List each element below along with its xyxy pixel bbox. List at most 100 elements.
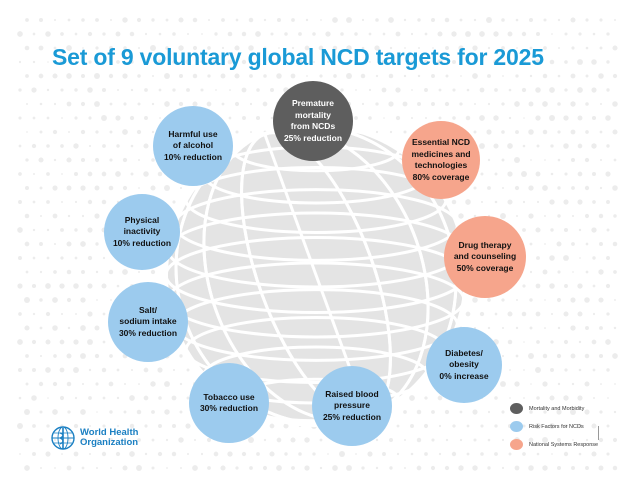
background-dot (437, 31, 443, 37)
background-dot (263, 46, 267, 50)
background-dot (130, 144, 134, 148)
background-dot (94, 353, 100, 359)
background-dot (507, 199, 513, 205)
background-dot (374, 45, 380, 51)
target-premature-mortality: Premature mortality from NCDs 25% reduction (273, 81, 353, 161)
background-dot (368, 116, 372, 120)
background-dot (410, 116, 414, 120)
background-dot (164, 185, 170, 191)
background-dot (18, 396, 22, 400)
background-dot (346, 17, 352, 23)
background-dot (612, 353, 618, 359)
background-dot (332, 465, 338, 471)
background-dot (578, 452, 582, 456)
background-dot (424, 396, 428, 400)
target-text-line: Drug therapy (458, 239, 512, 250)
background-dot (410, 60, 414, 64)
background-dot (66, 185, 72, 191)
background-dot (298, 452, 302, 456)
background-dot (263, 74, 267, 78)
background-dot (52, 129, 58, 135)
background-dot (81, 466, 85, 470)
background-dot (73, 143, 79, 149)
background-dot (269, 423, 275, 429)
divider (598, 426, 599, 440)
background-dot (151, 410, 155, 414)
background-dot (151, 466, 155, 470)
background-dot (508, 88, 512, 92)
background-dot (571, 242, 575, 246)
background-dot (95, 466, 99, 470)
background-dot (94, 101, 100, 107)
background-dot (82, 47, 84, 49)
background-dot (570, 353, 576, 359)
background-dot (52, 381, 58, 387)
background-dot (136, 409, 142, 415)
background-dot (207, 46, 211, 50)
background-dot (557, 74, 561, 78)
background-dot (87, 31, 93, 37)
background-dot (39, 298, 43, 302)
background-dot (53, 270, 57, 274)
background-dot (24, 409, 30, 415)
background-dot (123, 410, 127, 414)
background-dot (171, 395, 177, 401)
background-dot (509, 397, 511, 399)
background-dot (129, 115, 135, 121)
background-dot (59, 395, 65, 401)
background-dot (542, 101, 548, 107)
background-dot (445, 438, 449, 442)
background-dot (585, 102, 589, 106)
background-dot (52, 325, 58, 331)
background-dot (388, 73, 394, 79)
background-dot (94, 185, 100, 191)
background-dot (340, 60, 344, 64)
background-dot (460, 75, 462, 77)
background-dot (459, 102, 463, 106)
background-dot (256, 88, 260, 92)
background-dot (493, 59, 499, 65)
background-dot (32, 60, 36, 64)
background-dot (550, 228, 554, 232)
target-essential-ncd-medicines: Essential NCD medicines and technologies 80… (402, 121, 480, 199)
background-dot (445, 46, 449, 50)
background-dot (612, 129, 618, 135)
background-dot (346, 465, 352, 471)
background-dot (87, 227, 93, 233)
background-dot (563, 395, 569, 401)
target-harmful-alcohol: Harmful use of alcohol 10% reduction (153, 106, 233, 186)
background-dot (166, 467, 168, 469)
target-text-line: 10% reduction (112, 237, 172, 248)
background-dot (46, 256, 50, 260)
background-dot (45, 311, 51, 317)
background-dot (116, 60, 120, 64)
background-dot (249, 102, 253, 106)
background-dot (424, 452, 428, 456)
background-dot (472, 45, 478, 51)
target-text-line: 10% reduction (163, 151, 223, 162)
background-dot (501, 466, 505, 470)
background-dot (200, 88, 204, 92)
background-dot (157, 451, 163, 457)
background-dot (494, 424, 498, 428)
background-dot (73, 339, 79, 345)
background-dot (248, 45, 254, 51)
background-dot (382, 32, 386, 36)
background-dot (473, 130, 477, 134)
background-dot (389, 130, 393, 134)
background-dot (459, 18, 463, 22)
background-dot (599, 410, 603, 414)
who-name-line: World Health (80, 427, 139, 438)
background-dot (164, 381, 170, 387)
background-dot (403, 410, 407, 414)
background-dot (521, 171, 527, 177)
background-dot (61, 117, 63, 119)
target-text-line: sodium intake (119, 316, 177, 327)
background-dot (172, 200, 176, 204)
background-dot (158, 396, 162, 400)
background-dot (416, 437, 422, 443)
background-dot (18, 368, 22, 372)
background-dot (514, 185, 520, 191)
background-dot (409, 395, 415, 401)
background-dot (80, 297, 86, 303)
